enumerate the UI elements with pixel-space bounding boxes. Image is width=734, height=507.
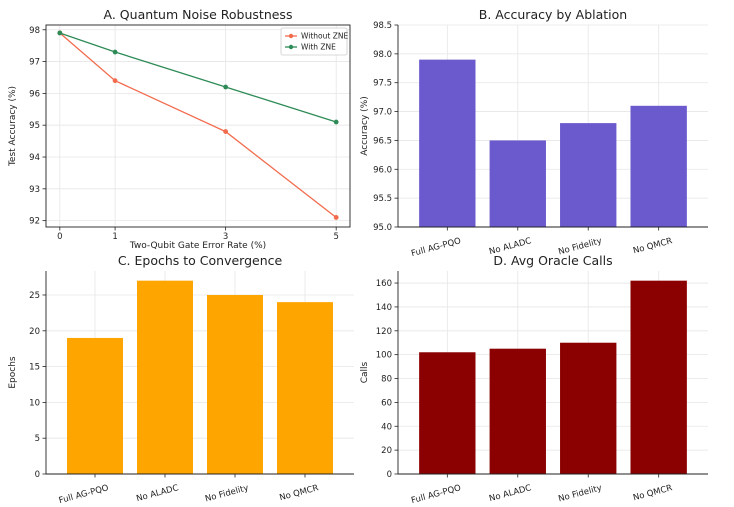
- bar-no-fidelity: [560, 342, 617, 474]
- series-0-point: [112, 78, 118, 84]
- x-tick-label: 0: [57, 232, 62, 242]
- legend-entry: With ZNE: [301, 43, 336, 52]
- y-tick-label: 10: [29, 398, 40, 408]
- legend-swatch-marker: [288, 44, 294, 50]
- panel-a-ylabel: Test Accuracy (%): [8, 86, 18, 167]
- y-tick-label: 95.0: [373, 223, 392, 233]
- y-tick-label: 20: [29, 327, 40, 337]
- x-tick-label: No Fidelity: [557, 483, 603, 504]
- y-tick-label: 0: [35, 470, 40, 480]
- bar-full-ag-pqo: [419, 59, 476, 227]
- y-tick-label: 97.5: [373, 79, 392, 89]
- panel-a-xlabel: Two-Qubit Gate Error Rate (%): [129, 241, 266, 251]
- y-tick-label: 92: [29, 217, 40, 227]
- y-tick-label: 97.0: [373, 108, 392, 118]
- y-tick-label: 98.0: [373, 50, 392, 60]
- panel-c-title: C. Epochs to Convergence: [118, 253, 283, 268]
- series-line-1: [59, 32, 337, 123]
- x-tick-label: No QMCR: [632, 483, 673, 503]
- y-tick-label: 40: [381, 422, 392, 432]
- y-tick-label: 140: [376, 303, 392, 313]
- y-tick-label: 93: [29, 185, 40, 195]
- bar-no-qmcr: [277, 302, 333, 474]
- bar-no-fidelity: [560, 123, 617, 227]
- bar-no-aladc: [489, 348, 546, 474]
- legend-box: [280, 27, 348, 56]
- y-tick-label: 5: [35, 434, 40, 444]
- y-tick-label: 20: [381, 446, 392, 456]
- panel-a-title: A. Quantum Noise Robustness: [104, 7, 293, 22]
- y-tick-label: 15: [29, 363, 40, 373]
- panel-d-title: D. Avg Oracle Calls: [493, 253, 612, 268]
- series-1-point: [223, 84, 229, 90]
- panel-b: B. Accuracy by Ablation Accuracy (%) 95.0 9…: [360, 7, 708, 259]
- y-tick-label: 60: [381, 398, 392, 408]
- y-tick-label: 160: [376, 279, 392, 289]
- y-tick-label: 97: [29, 58, 40, 68]
- bar-full-ag-pqo: [419, 352, 476, 474]
- y-tick-label: 98.5: [373, 21, 392, 31]
- x-tick-label: Full AG-PQO: [410, 483, 462, 506]
- x-tick-label: No ALADC: [135, 483, 179, 504]
- bar-no-qmcr: [630, 105, 687, 227]
- legend-swatch-marker: [288, 33, 294, 39]
- y-tick-label: 96: [29, 89, 40, 99]
- series-0-point: [333, 215, 339, 220]
- x-tick-label: No ALADC: [488, 483, 532, 504]
- x-tick-label: 3: [223, 232, 228, 242]
- x-tick-label: 5: [333, 232, 338, 242]
- panel-a: A. Quantum Noise Robustness Test Accuracy…: [8, 7, 351, 251]
- bar-no-qmcr: [630, 280, 687, 474]
- bar-no-fidelity: [207, 294, 263, 474]
- y-tick-label: 80: [381, 375, 392, 385]
- x-tick-label: No Fidelity: [204, 483, 250, 504]
- y-tick-label: 94: [29, 153, 40, 163]
- y-tick-label: 0: [387, 470, 392, 480]
- panel-b-ylabel: Accuracy (%): [360, 96, 370, 156]
- y-tick-label: 95.5: [373, 194, 392, 204]
- bar-no-aladc: [489, 140, 546, 227]
- x-tick-label: 1: [112, 232, 117, 242]
- panel-b-title: B. Accuracy by Ablation: [479, 7, 627, 22]
- series-1-point: [333, 119, 339, 125]
- series-1-point: [57, 30, 63, 36]
- series-0-point: [223, 129, 229, 134]
- y-tick-label: 98: [29, 26, 40, 36]
- x-tick-label: Full AG-PQO: [410, 236, 462, 259]
- plot-frame: [45, 24, 351, 228]
- panel-d-ylabel: Calls: [360, 361, 370, 383]
- series-line-0: [59, 32, 337, 219]
- x-tick-label: Full AG-PQO: [58, 483, 110, 506]
- y-tick-label: 95: [29, 121, 40, 131]
- legend-entry: Without ZNE: [301, 32, 348, 41]
- panel-c: C. Epochs to Convergence Epochs 0 5 10 15 20 25…: [8, 253, 354, 506]
- y-tick-label: 96.5: [373, 136, 392, 146]
- panel-d: D. Avg Oracle Calls Calls 0 20 40 60 80 100 120 1…: [360, 253, 708, 506]
- y-tick-label: 25: [29, 291, 40, 301]
- bar-no-aladc: [137, 280, 193, 474]
- y-tick-label: 100: [376, 351, 392, 361]
- series-1-point: [112, 49, 118, 55]
- bar-full-ag-pqo: [67, 337, 123, 474]
- x-tick-label: No QMCR: [278, 483, 319, 503]
- y-tick-label: 120: [376, 327, 392, 337]
- y-tick-label: 96.0: [373, 165, 392, 175]
- panel-c-ylabel: Epochs: [8, 356, 18, 389]
- x-tick-label: No QMCR: [632, 236, 673, 256]
